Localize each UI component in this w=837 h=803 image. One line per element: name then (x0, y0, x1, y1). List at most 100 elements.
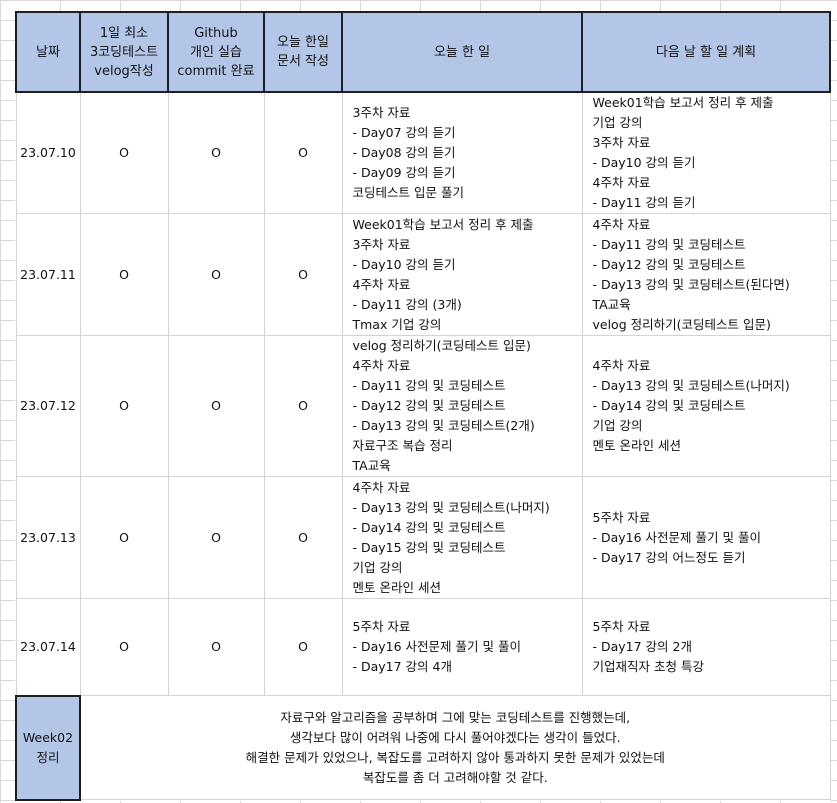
header-coding-test-cell[interactable]: 1일 최소 3코딩테스트 velog작성 (79, 11, 169, 93)
date-cell[interactable]: 23.07.10 (15, 91, 81, 214)
today-tasks-cell[interactable]: 4주차 자료 - Day13 강의 및 코딩테스트(나머지) - Day14 강의 … (341, 476, 583, 599)
today-task-line: - Day10 강의 듣기 (352, 256, 456, 272)
coding-test-check-cell[interactable]: O (79, 335, 169, 477)
table-body: 날짜 1일 최소 3코딩테스트 velog작성 Github 개인 실습 com… (15, 11, 831, 801)
today-task-line: - Day07 강의 듣기 (352, 125, 456, 140)
today-task-line: 코딩테스트 입문 풀기 (352, 185, 464, 200)
tomorrow-plan-line: - Day17 강의 어느정도 듣기 (592, 549, 746, 565)
tomorrow-plan-line: Week01학습 보고서 정리 후 제출 (592, 95, 774, 110)
today-task-line: 5주차 자료 (352, 619, 411, 634)
header-tomorrow: 다음 날 할 일 계획 (655, 44, 757, 60)
tomorrow-plan-cell[interactable]: 4주차 자료 - Day13 강의 및 코딩테스트(나머지) - Day14 강의 … (581, 335, 831, 477)
tomorrow-plan-line: - Day10 강의 듣기 (592, 155, 696, 170)
doc-check-cell[interactable]: O (263, 91, 343, 214)
coding-test-check-cell[interactable]: O (79, 598, 169, 696)
coding-test-check-cell[interactable]: O (79, 476, 169, 599)
github-check-cell[interactable]: O (167, 598, 265, 696)
tomorrow-plan-line: 5주차 자료 (592, 619, 651, 634)
today-task-line: - Day13 강의 및 코딩테스트(2개) (352, 418, 535, 433)
tomorrow-plan-line: velog 정리하기(코딩테스트 입문) (592, 316, 771, 332)
study-log-table: 날짜 1일 최소 3코딩테스트 velog작성 Github 개인 실습 com… (15, 11, 831, 801)
tomorrow-plan-line: - Day13 강의 및 코딩테스트(나머지) (592, 378, 790, 393)
today-task-line: - Day11 강의 (3개) (352, 296, 462, 312)
header-today: 오늘 한 일 (433, 44, 491, 60)
tomorrow-plan-line: 5주차 자료 (592, 509, 651, 525)
header-today-cell[interactable]: 오늘 한 일 (341, 11, 583, 93)
today-task-line: - Day08 강의 듣기 (352, 145, 456, 160)
summary-line: 생각보다 많이 어려워 나중에 다시 풀어야겠다는 생각이 들었다. (289, 729, 621, 745)
tomorrow-plan-line: - Day11 강의 및 코딩테스트 (592, 236, 746, 252)
tomorrow-plan-line: 4주차 자료 (592, 175, 651, 190)
coding-test-check-cell[interactable]: O (79, 213, 169, 336)
tomorrow-plan-line: 기업 강의 (592, 115, 643, 130)
date-cell[interactable]: 23.07.11 (15, 213, 81, 336)
header-doc-cell[interactable]: 오늘 한일 문서 작성 (263, 11, 343, 93)
tomorrow-plan-line: 기업 강의 (592, 418, 643, 433)
today-tasks-cell[interactable]: 3주차 자료 - Day07 강의 듣기 - Day08 강의 듣기 - Day09 … (341, 91, 583, 214)
table-row: 23.07.11 O O O Week01학습 보고서 정리 후 제출 3주차 자료 - D… (15, 213, 831, 336)
doc-check-cell[interactable]: O (263, 598, 343, 696)
tomorrow-plan-line: - Day17 강의 2개 (592, 639, 692, 654)
date-cell[interactable]: 23.07.13 (15, 476, 81, 599)
tomorrow-plan-cell[interactable]: 5주차 자료 - Day16 사전문제 풀기 및 풀이 - Day17 강의 어느정… (581, 476, 831, 599)
doc-check-cell[interactable]: O (263, 335, 343, 477)
today-task-line: - Day12 강의 및 코딩테스트 (352, 398, 506, 413)
today-task-line: 멘토 온라인 세션 (352, 579, 441, 595)
header-date-cell[interactable]: 날짜 (15, 11, 81, 93)
table-row: 23.07.13 O O O 4주차 자료 - Day13 강의 및 코딩테스트(나머지)… (15, 476, 831, 599)
today-task-line: 4주차 자료 (352, 358, 411, 373)
today-task-line: Tmax 기업 강의 (352, 316, 442, 332)
github-check-cell[interactable]: O (167, 91, 265, 214)
today-task-line: 4주차 자료 (352, 276, 411, 292)
coding-test-check-cell[interactable]: O (79, 91, 169, 214)
tomorrow-plan-line: TA교육 (592, 296, 631, 312)
today-task-line: velog 정리하기(코딩테스트 입문) (352, 338, 531, 353)
summary-text-cell[interactable]: 자료구와 알고리즘을 공부하며 그에 맞는 코딩테스트를 진행했는데, 생각보다 … (79, 695, 831, 800)
header-coding-test: 1일 최소 3코딩테스트 velog작성 (89, 25, 159, 79)
today-task-line: - Day13 강의 및 코딩테스트(나머지) (352, 499, 550, 515)
summary-line: 자료구와 알고리즘을 공부하며 그에 맞는 코딩테스트를 진행했는데, (280, 709, 631, 725)
tomorrow-plan-line: 4주차 자료 (592, 216, 651, 232)
header-github-cell[interactable]: Github 개인 실습 commit 완료 (167, 11, 265, 93)
today-task-line: - Day11 강의 및 코딩테스트 (352, 378, 506, 393)
header-doc: 오늘 한일 문서 작성 (277, 35, 329, 69)
today-task-line: 4주차 자료 (352, 479, 411, 495)
header-tomorrow-cell[interactable]: 다음 날 할 일 계획 (581, 11, 831, 93)
table-row: 23.07.14 O O O 5주차 자료 - Day16 사전문제 풀기 및 풀이 - D… (15, 598, 831, 696)
table-row: 23.07.10 O O O 3주차 자료 - Day07 강의 듣기 - Day08 강의… (15, 91, 831, 214)
tomorrow-plan-line: 4주차 자료 (592, 358, 651, 373)
tomorrow-plan-cell[interactable]: Week01학습 보고서 정리 후 제출 기업 강의 3주차 자료 - Day10 강… (581, 91, 831, 214)
today-tasks-cell[interactable]: velog 정리하기(코딩테스트 입문) 4주차 자료 - Day11 강의 및 코… (341, 335, 583, 477)
github-check-cell[interactable]: O (167, 335, 265, 477)
tomorrow-plan-line: - Day12 강의 및 코딩테스트 (592, 256, 746, 272)
date-cell[interactable]: 23.07.12 (15, 335, 81, 477)
tomorrow-plan-line: 멘토 온라인 세션 (592, 438, 681, 453)
today-task-line: 3주차 자료 (352, 105, 411, 120)
tomorrow-plan-line: - Day13 강의 및 코딩테스트(된다면) (592, 276, 790, 292)
github-check-cell[interactable]: O (167, 476, 265, 599)
today-task-line: 3주차 자료 (352, 236, 411, 252)
github-check-cell[interactable]: O (167, 213, 265, 336)
today-tasks-cell[interactable]: Week01학습 보고서 정리 후 제출 3주차 자료 - Day10 강의 듣기 4… (341, 213, 583, 336)
date-cell[interactable]: 23.07.14 (15, 598, 81, 696)
tomorrow-plan-cell[interactable]: 4주차 자료 - Day11 강의 및 코딩테스트 - Day12 강의 및 코딩테… (581, 213, 831, 336)
doc-check-cell[interactable]: O (263, 476, 343, 599)
doc-check-cell[interactable]: O (263, 213, 343, 336)
summary-label: Week02 정리 (22, 729, 74, 765)
today-tasks-cell[interactable]: 5주차 자료 - Day16 사전문제 풀기 및 풀이 - Day17 강의 4개 (341, 598, 583, 696)
today-task-line: TA교육 (352, 458, 391, 473)
tomorrow-plan-line: - Day14 강의 및 코딩테스트 (592, 398, 746, 413)
header-date: 날짜 (36, 44, 60, 60)
summary-line: 복잡도를 좀 더 고려해야할 것 같다. (362, 769, 548, 785)
today-task-line: - Day14 강의 및 코딩테스트 (352, 519, 506, 535)
summary-line: 해결한 문제가 있었으나, 복잡도를 고려하지 않아 통과하지 못한 문제가 있… (245, 749, 665, 765)
header-github: Github 개인 실습 commit 완료 (177, 25, 255, 79)
summary-row: Week02 정리 자료구와 알고리즘을 공부하며 그에 맞는 코딩테스트를 진행… (15, 694, 831, 801)
tomorrow-plan-line: - Day11 강의 듣기 (592, 195, 696, 210)
tomorrow-plan-line: 기업재직자 초청 특강 (592, 659, 704, 674)
today-task-line: 기업 강의 (352, 559, 403, 575)
today-task-line: - Day16 사전문제 풀기 및 풀이 (352, 639, 521, 654)
summary-label-cell[interactable]: Week02 정리 (15, 694, 81, 801)
